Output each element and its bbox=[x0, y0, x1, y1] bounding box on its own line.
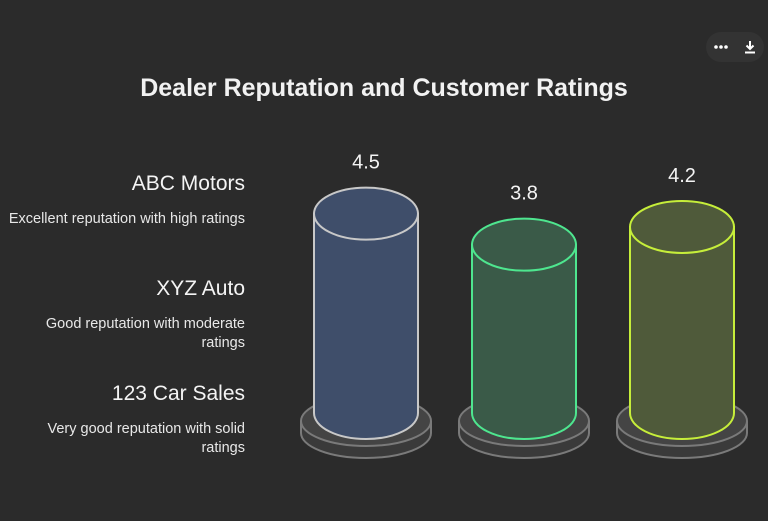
download-icon[interactable] bbox=[739, 36, 761, 58]
cylinder-bar-3: 4.2 bbox=[616, 165, 748, 459]
chart-toolbar bbox=[706, 32, 764, 62]
dealer-label-123-car-sales: 123 Car Sales Very good reputation with … bbox=[0, 382, 246, 458]
bar-value-label: 4.2 bbox=[668, 165, 696, 187]
dealer-name: XYZ Auto bbox=[156, 277, 245, 300]
bar-top-cap bbox=[313, 186, 419, 241]
bar-value-label: 4.5 bbox=[352, 152, 380, 174]
dealer-name: ABC Motors bbox=[131, 172, 245, 195]
dealer-name: 123 Car Sales bbox=[111, 382, 245, 405]
dealer-description: Very good reputation with solid ratings bbox=[47, 421, 246, 456]
dealer-description: Excellent reputation with high ratings bbox=[8, 211, 245, 227]
cylinder-bar-2: 3.8 bbox=[458, 183, 590, 459]
chart-title: Dealer Reputation and Customer Ratings bbox=[140, 74, 628, 102]
more-horizontal-icon[interactable] bbox=[710, 36, 732, 58]
bar-body bbox=[629, 225, 735, 440]
cylinder-bar-1: 4.5 bbox=[300, 152, 432, 459]
bar-top-cap bbox=[471, 217, 577, 272]
bar-top-cap bbox=[629, 199, 735, 254]
bar-value-label: 3.8 bbox=[510, 183, 538, 205]
bar-body bbox=[471, 243, 577, 440]
dealer-label-xyz-auto: XYZ Auto Good reputation with moderate r… bbox=[0, 277, 245, 353]
dealer-description: Good reputation with moderate ratings bbox=[45, 316, 245, 351]
dealer-label-abc-motors: ABC Motors Excellent reputation with hig… bbox=[0, 172, 245, 229]
dealer-labels: ABC Motors Excellent reputation with hig… bbox=[0, 0, 250, 521]
bar-body bbox=[313, 212, 419, 440]
